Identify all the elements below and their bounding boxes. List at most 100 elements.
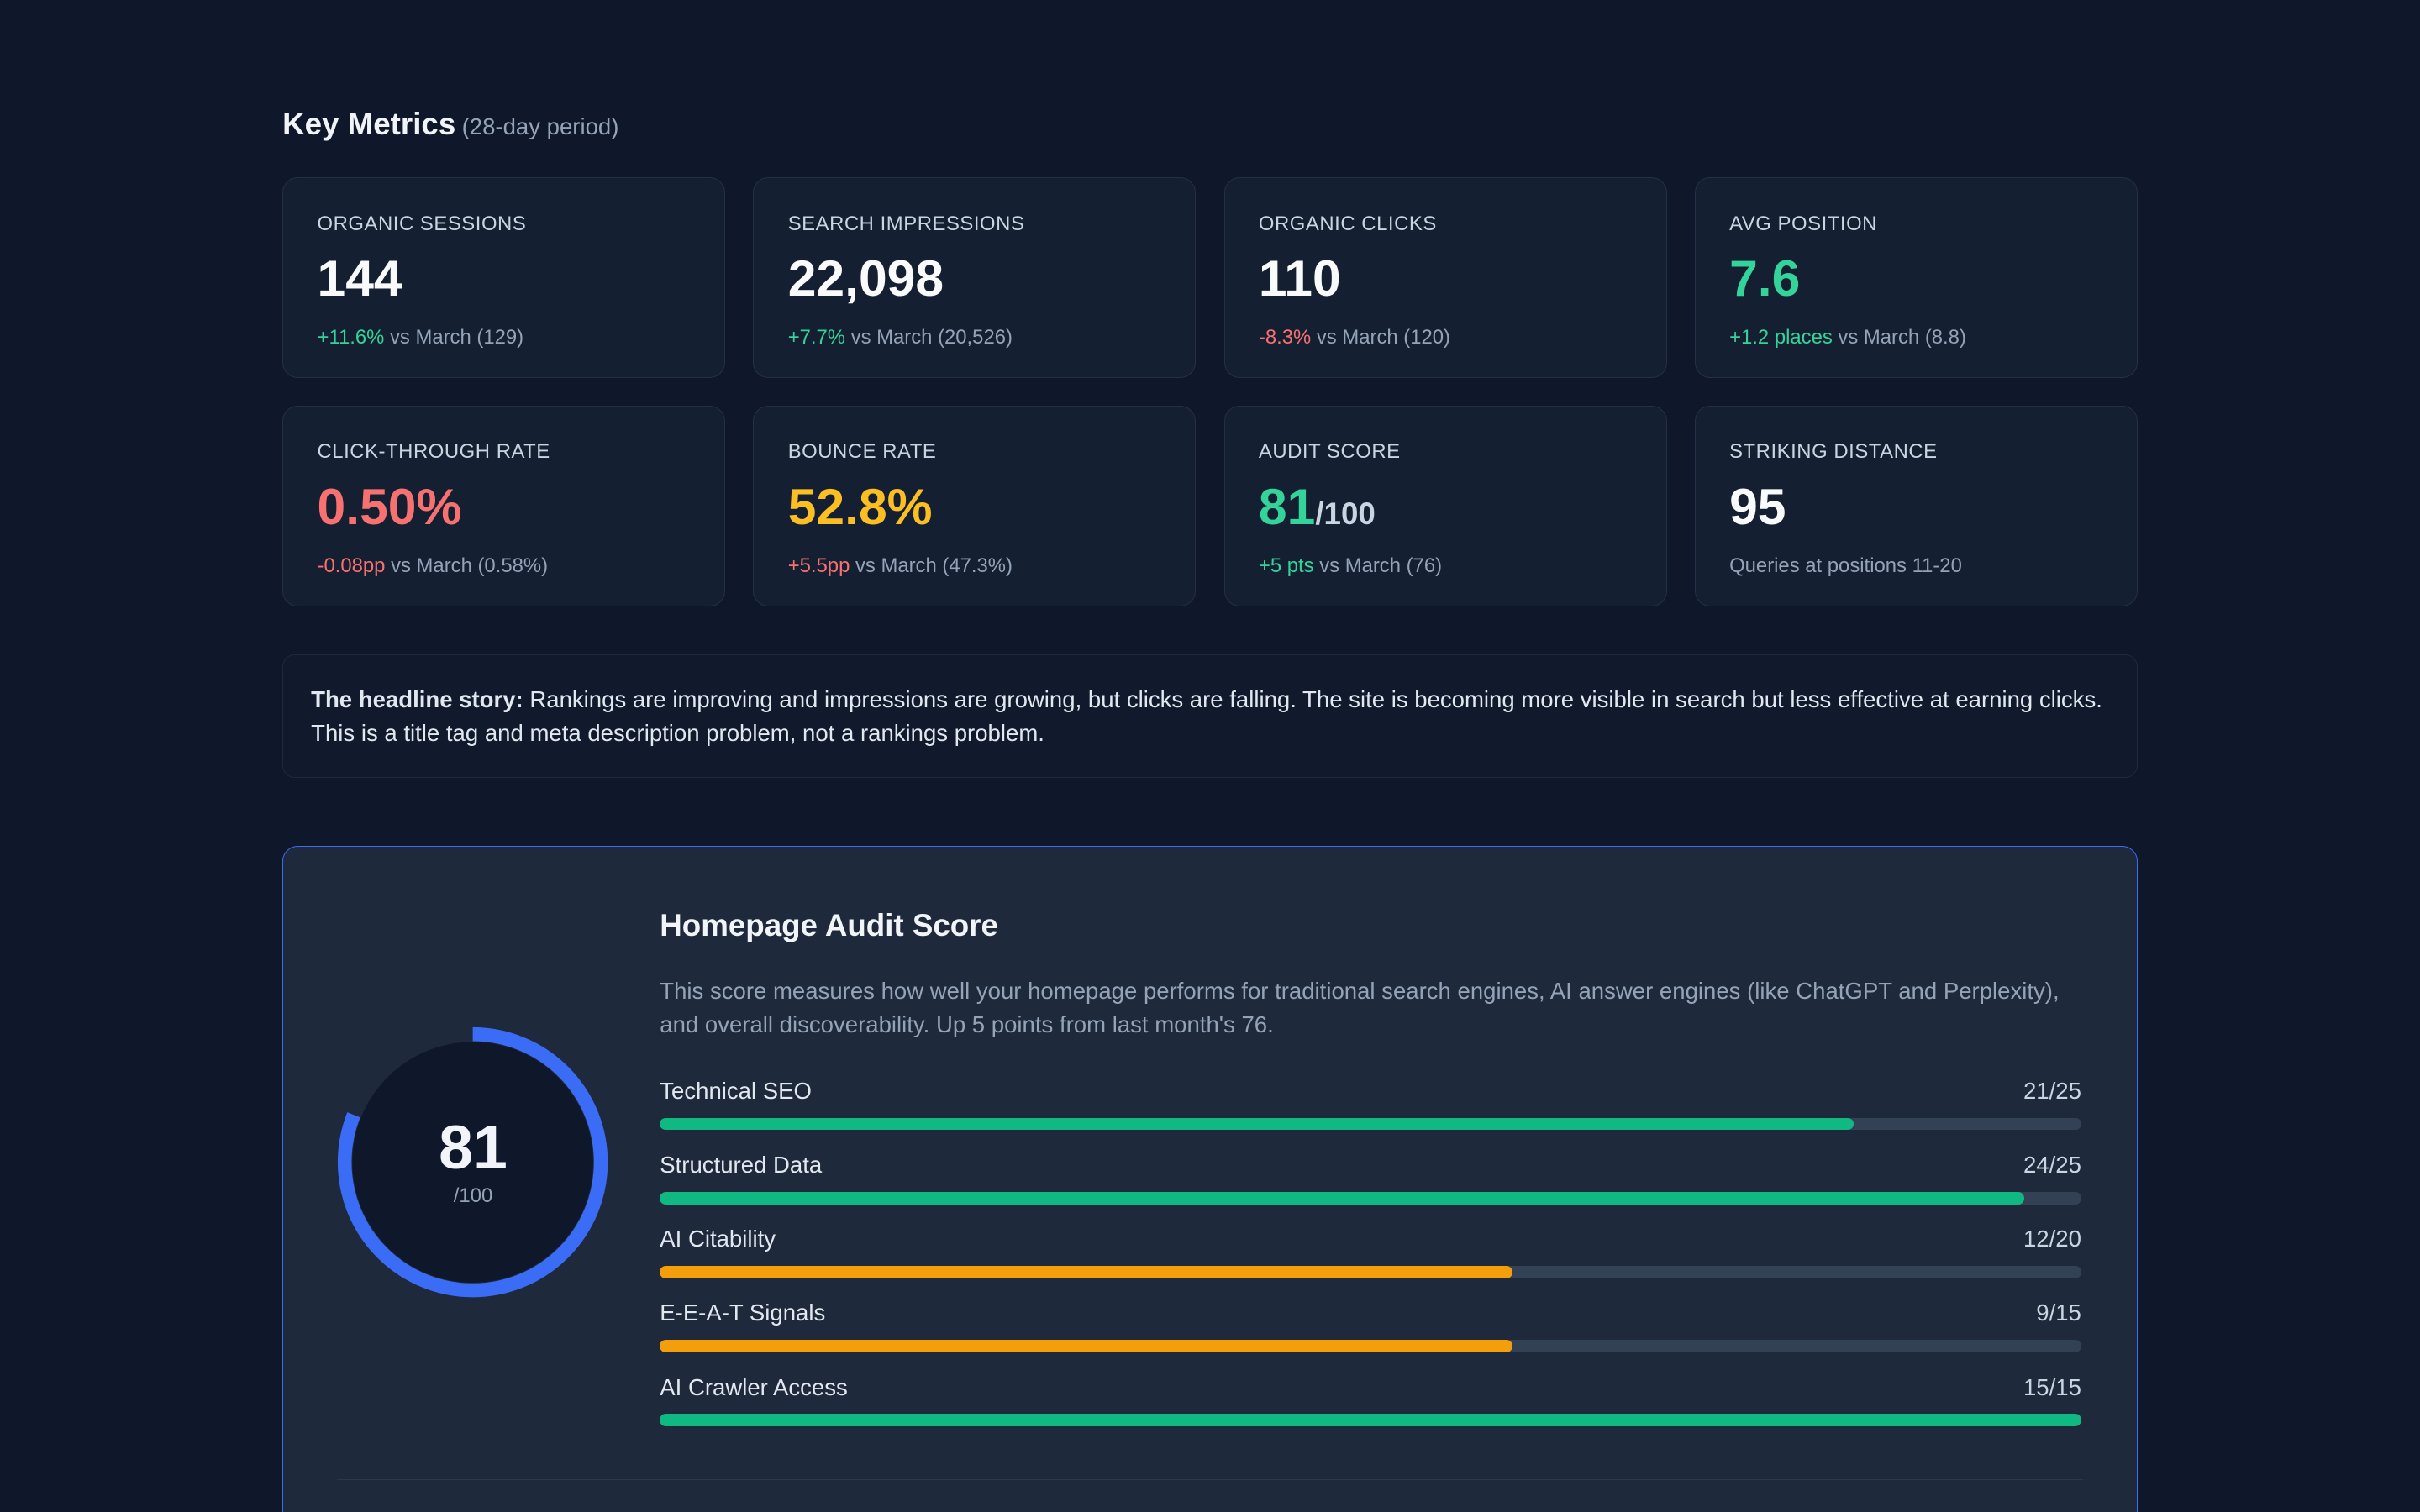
metric-delta: -0.08pp xyxy=(317,554,386,577)
metric-comparison: vs March (20,526) xyxy=(845,325,1013,349)
metric-denominator: /100 xyxy=(1315,496,1376,532)
metric-comparison: vs March (8.8) xyxy=(1832,325,1966,349)
metric-card: ORGANIC CLICKS 110 -8.3% vs March (120) xyxy=(1223,177,1667,378)
category-label: Technical SEO xyxy=(660,1078,812,1105)
score-ring xyxy=(338,1027,608,1298)
category-score: 24/25 xyxy=(2023,1152,2081,1179)
section-title: Key Metrics (28-day period) xyxy=(282,107,618,142)
metric-delta: +5 pts xyxy=(1258,554,1314,577)
metric-number: 52.8% xyxy=(787,478,933,536)
metric-comparison: Queries at positions 11-20 xyxy=(1729,554,1962,577)
metric-label: SEARCH IMPRESSIONS xyxy=(787,212,1025,235)
metric-change: +5 pts vs March (76) xyxy=(1259,554,1632,578)
metric-value: 52.8% xyxy=(788,476,1161,544)
category-bar: Structured Data 24/25 xyxy=(660,1152,2081,1226)
score-ring-center xyxy=(352,1042,594,1284)
metric-number: 144 xyxy=(317,249,402,307)
metric-number: 110 xyxy=(1258,249,1341,307)
metric-value: 95 xyxy=(1729,476,2102,544)
metric-comparison: vs March (120) xyxy=(1311,325,1450,349)
metric-number: 22,098 xyxy=(787,249,944,307)
category-bar: Technical SEO 21/25 xyxy=(660,1078,2081,1152)
metric-delta: +11.6% xyxy=(317,325,385,349)
category-score: 12/20 xyxy=(2023,1226,2081,1252)
score-max: /100 xyxy=(453,1184,493,1207)
metric-change: +5.5pp vs March (47.3%) xyxy=(788,554,1161,578)
progress-fill xyxy=(660,1340,1513,1352)
title-period: (28-day period) xyxy=(461,113,619,139)
progress-track xyxy=(660,1117,2081,1131)
metric-label: AUDIT SCORE xyxy=(1258,440,1401,464)
metric-change: -8.3% vs March (120) xyxy=(1259,326,1632,349)
metric-change: Queries at positions 11-20 xyxy=(1729,554,2102,578)
score-ring-label: 81 /100 xyxy=(337,1026,608,1298)
progress-track xyxy=(660,1191,2081,1205)
score-ring-arc xyxy=(338,1027,608,1298)
metric-number: 7.6 xyxy=(1729,249,1801,307)
progress-fill xyxy=(660,1414,2081,1427)
category-bars: Technical SEO 21/25 Structured Data 24/25 … xyxy=(660,1078,2081,1448)
metric-label: BOUNCE RATE xyxy=(787,440,937,464)
progress-fill xyxy=(660,1266,1513,1278)
metric-delta: +1.2 places xyxy=(1729,325,1833,349)
audit-score-card: 81 /100 Homepage Audit Score This score … xyxy=(282,845,2138,1512)
metric-number: 81 xyxy=(1258,478,1316,536)
metric-card: CLICK-THROUGH RATE 0.50% -0.08pp vs Marc… xyxy=(282,406,726,606)
category-bar: AI Citability 12/20 xyxy=(660,1226,2081,1299)
metric-label: ORGANIC SESSIONS xyxy=(317,212,527,235)
category-bar: AI Crawler Access 15/15 xyxy=(660,1374,2081,1448)
metric-value: 144 xyxy=(318,248,691,316)
progress-track xyxy=(660,1340,2081,1352)
category-label: AI Crawler Access xyxy=(660,1373,848,1400)
audit-title: Homepage Audit Score xyxy=(660,907,998,942)
story-text: Rankings are improving and impressions a… xyxy=(311,685,2102,747)
metric-label: ORGANIC CLICKS xyxy=(1258,212,1437,235)
metric-number: 95 xyxy=(1729,478,1786,536)
metric-card: SEARCH IMPRESSIONS 22,098 +7.7% vs March… xyxy=(753,177,1197,378)
metric-delta: +5.5pp xyxy=(787,554,850,577)
category-bar: E-E-A-T Signals 9/15 xyxy=(660,1299,2081,1373)
metric-label: STRIKING DISTANCE xyxy=(1729,440,1938,464)
headline-story: The headline story: Rankings are improvi… xyxy=(282,654,2138,778)
progress-track xyxy=(660,1414,2081,1427)
story-lead: The headline story: xyxy=(311,685,523,712)
metric-comparison: vs March (47.3%) xyxy=(850,554,1013,577)
metrics-grid: ORGANIC SESSIONS 144 +11.6% vs March (12… xyxy=(282,177,2138,606)
metric-value: 7.6 xyxy=(1729,248,2102,316)
metric-change: +1.2 places vs March (8.8) xyxy=(1729,326,2102,349)
metric-label: CLICK-THROUGH RATE xyxy=(317,440,550,464)
score-value: 81 xyxy=(439,1111,508,1182)
audit-description: This score measures how well your homepa… xyxy=(660,977,2060,1038)
category-label: E-E-A-T Signals xyxy=(660,1299,826,1326)
metric-delta: +7.7% xyxy=(787,325,846,349)
metric-number: 0.50% xyxy=(317,478,462,536)
metric-change: +11.6% vs March (129) xyxy=(318,326,691,349)
metric-change: -0.08pp vs March (0.58%) xyxy=(318,554,691,578)
category-score: 9/15 xyxy=(2036,1299,2081,1326)
metric-card: BOUNCE RATE 52.8% +5.5pp vs March (47.3%… xyxy=(753,406,1197,606)
metric-comparison: vs March (0.58%) xyxy=(385,554,549,577)
title-text: Key Metrics xyxy=(282,106,456,141)
divider xyxy=(337,1478,2083,1480)
metric-change: +7.7% vs March (20,526) xyxy=(788,326,1161,349)
metric-value: 0.50% xyxy=(318,476,691,544)
metric-comparison: vs March (76) xyxy=(1313,554,1443,577)
metric-card: STRIKING DISTANCE 95 Queries at position… xyxy=(1694,406,2138,606)
category-label: Structured Data xyxy=(660,1152,823,1179)
category-label: AI Citability xyxy=(660,1226,776,1252)
metric-value: 81/100 xyxy=(1259,476,1632,544)
metric-card: ORGANIC SESSIONS 144 +11.6% vs March (12… xyxy=(282,177,726,378)
metric-comparison: vs March (129) xyxy=(384,325,524,349)
progress-track xyxy=(660,1266,2081,1278)
category-score: 21/25 xyxy=(2023,1078,2081,1105)
progress-fill xyxy=(660,1117,1854,1131)
metric-card: AVG POSITION 7.6 +1.2 places vs March (8… xyxy=(1694,177,2138,378)
category-score: 15/15 xyxy=(2023,1373,2081,1400)
metric-card: AUDIT SCORE 81/100 +5 pts vs March (76) xyxy=(1223,406,1667,606)
metric-delta: -8.3% xyxy=(1258,325,1312,349)
metric-label: AVG POSITION xyxy=(1729,212,1877,235)
metric-value: 110 xyxy=(1259,248,1632,316)
metric-value: 22,098 xyxy=(788,248,1161,316)
progress-fill xyxy=(660,1191,2025,1205)
